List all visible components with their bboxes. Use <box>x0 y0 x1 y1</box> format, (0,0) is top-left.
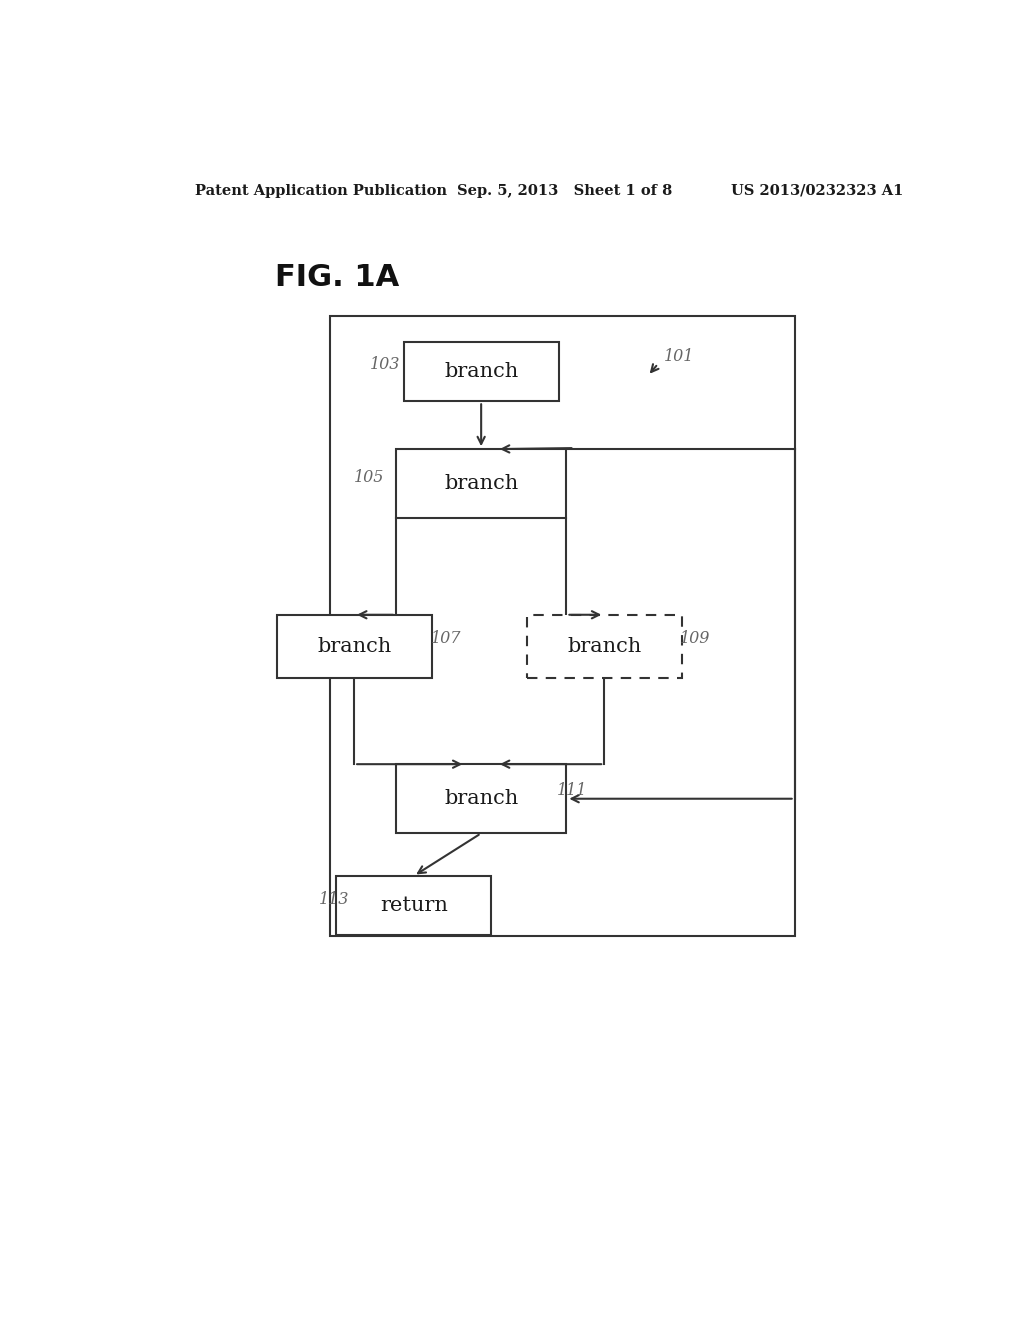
Bar <box>331 315 795 936</box>
Text: 101: 101 <box>664 348 694 366</box>
Text: 111: 111 <box>557 783 587 799</box>
Text: 113: 113 <box>318 891 349 908</box>
Text: return: return <box>380 896 447 915</box>
Text: FIG. 1A: FIG. 1A <box>274 263 399 292</box>
Bar <box>526 615 682 677</box>
Bar <box>336 876 492 935</box>
Text: 109: 109 <box>680 630 710 647</box>
Bar <box>276 615 431 677</box>
Text: branch: branch <box>444 363 518 381</box>
Text: branch: branch <box>317 636 391 656</box>
Bar <box>403 342 558 401</box>
Text: 105: 105 <box>354 469 385 486</box>
Text: Patent Application Publication: Patent Application Publication <box>196 183 447 198</box>
Text: Sep. 5, 2013   Sheet 1 of 8: Sep. 5, 2013 Sheet 1 of 8 <box>458 183 673 198</box>
Bar <box>396 449 566 519</box>
Text: branch: branch <box>567 636 641 656</box>
Text: US 2013/0232323 A1: US 2013/0232323 A1 <box>731 183 903 198</box>
Text: branch: branch <box>444 474 518 494</box>
Text: 103: 103 <box>370 356 400 374</box>
Text: 107: 107 <box>431 630 462 647</box>
Bar <box>396 764 566 833</box>
Text: branch: branch <box>444 789 518 808</box>
